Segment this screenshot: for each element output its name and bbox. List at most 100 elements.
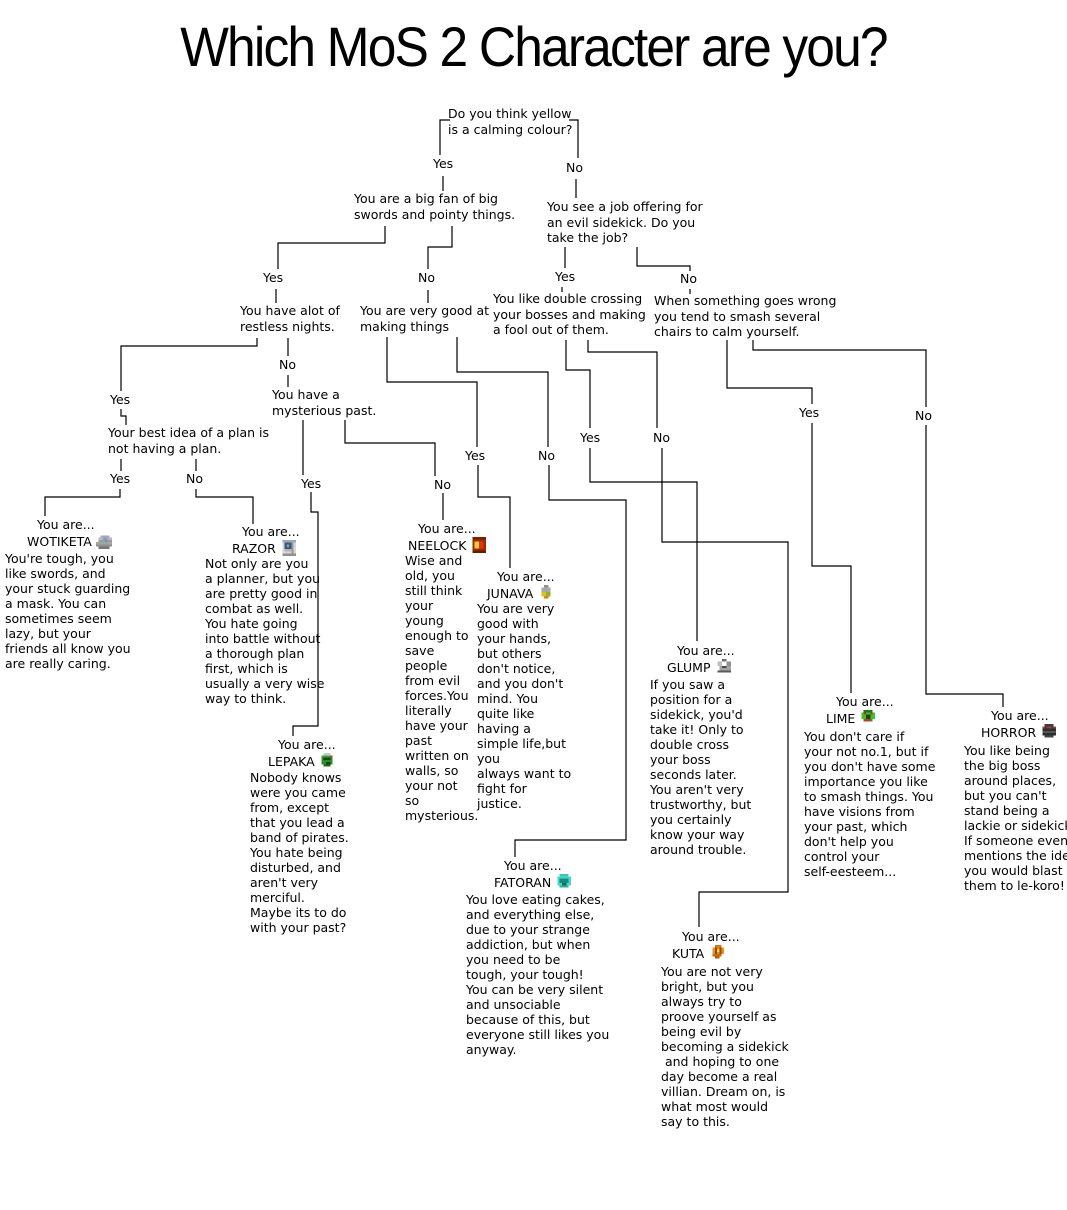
edge-job-no-top: [636, 247, 691, 271]
edge-restless-yes-top: [120, 338, 258, 391]
result-horror-prefix: You are...: [991, 708, 1049, 723]
result-kuta-description: You are not very bright, but you always …: [661, 964, 789, 1129]
result-lepaka-name: LEPAKA: [268, 753, 315, 769]
edge-swords-no-top: [427, 226, 453, 269]
result-lime-prefix: You are...: [836, 694, 894, 709]
branch-chairs-no: No: [915, 408, 932, 423]
green-pirate-icon: [320, 752, 333, 766]
branch-root-yes: Yes: [433, 156, 454, 171]
result-lime-description: You don't care if your not no.1, but if …: [804, 729, 936, 879]
result-glump-prefix: You are...: [677, 643, 735, 658]
result-fatoran-name: FATORAN: [494, 874, 552, 890]
edge-doublecross-no-top: [587, 340, 658, 428]
edge-chairs-yes-bottom: [811, 423, 852, 693]
green-head-icon: [861, 709, 876, 721]
result-horror-header: You are... HORROR: [981, 708, 1058, 742]
branch-job-no: No: [680, 271, 697, 286]
result-razor-name: RAZOR: [232, 540, 276, 556]
branch-restless-yes: Yes: [110, 392, 131, 407]
question-doublecross: You like double crossing your bosses and…: [493, 291, 646, 337]
branch-chairs-yes: Yes: [799, 405, 820, 420]
teal-mask-icon: [557, 873, 571, 887]
branch-doublecross-no: No: [653, 430, 670, 445]
result-neelock-description: Wise and old, you still think your young…: [405, 553, 479, 823]
edge-chairs-yes-top: [726, 340, 813, 404]
result-fatoran-prefix: You are...: [504, 858, 562, 873]
result-junava-prefix: You are...: [497, 569, 555, 584]
result-lime-header: You are... LIME: [826, 694, 894, 728]
result-glump-header: You are... GLUMP: [667, 643, 735, 677]
result-razor-prefix: You are...: [242, 524, 300, 539]
page-title: Which MoS 2 Character are you?: [180, 15, 888, 78]
result-wotiketa-description: You're tough, you like swords, and your …: [5, 551, 131, 671]
question-making: You are very good at making things: [360, 303, 490, 334]
result-neelock-header: You are... NEELOCK: [408, 521, 488, 555]
branch-root-no: No: [566, 160, 583, 175]
edge-making-yes-top: [386, 337, 478, 447]
edge-restless-yes-bottom: [120, 409, 127, 425]
question-plan: Your best idea of a plan is not having a…: [108, 425, 270, 456]
result-glump-description: If you saw a position for a sidekick, yo…: [650, 677, 752, 857]
machine-icon: [282, 539, 296, 556]
edge-making-no-top: [456, 337, 549, 447]
branch-restless-no: No: [279, 357, 296, 372]
edge-swords-yes-top: [277, 226, 386, 269]
result-lepaka-prefix: You are...: [278, 737, 336, 752]
result-lime-name: LIME: [826, 710, 856, 726]
result-lepaka-header: You are... LEPAKA: [268, 737, 337, 771]
result-lepaka-description: Nobody knows were you came from, except …: [250, 770, 349, 935]
branch-swords-no: No: [418, 270, 435, 285]
edge-chairs-no-bottom: [925, 425, 1004, 707]
edge-root-yes-top: [439, 119, 450, 155]
red-book-icon: [472, 536, 487, 553]
result-kuta-name: KUTA: [672, 945, 705, 961]
result-glump-name: GLUMP: [667, 659, 711, 675]
result-razor-description: Not only are you a planner, but you are …: [205, 556, 325, 706]
result-neelock-prefix: You are...: [418, 521, 476, 536]
result-fatoran-header: You are... FATORAN: [494, 858, 573, 892]
edge-making-yes-bottom: [477, 465, 511, 568]
stone-mask-icon: [95, 534, 112, 549]
question-past: You have a mysterious past.: [272, 387, 377, 418]
edge-plan-yes-bottom: [44, 489, 121, 516]
edge-making-no-bottom: [514, 465, 627, 857]
branch-past-yes: Yes: [301, 476, 322, 491]
question-root: Do you think yellow is a calming colour?: [448, 106, 573, 137]
edge-past-yes-bottom: [292, 492, 319, 736]
result-junava-header: You are... JUNAVA: [487, 569, 555, 603]
result-horror-description: You like being the big boss around place…: [964, 743, 1067, 893]
branch-doublecross-yes: Yes: [580, 430, 601, 445]
branch-past-no: No: [434, 477, 451, 492]
gray-crab-icon: [716, 658, 731, 672]
edge-doublecross-yes-top: [565, 340, 591, 428]
result-junava-description: You are very good with your hands, but o…: [477, 601, 572, 811]
result-wotiketa-header: You are... WOTIKETA: [27, 517, 114, 551]
dark-head-icon: [1042, 723, 1056, 737]
result-wotiketa-prefix: You are...: [37, 517, 95, 532]
edge-plan-no-bottom: [195, 489, 254, 524]
question-job: You see a job offering for an evil sidek…: [547, 199, 703, 245]
result-fatoran-description: You love eating cakes, and everything el…: [466, 892, 610, 1057]
orb-icon: [541, 584, 551, 598]
branch-job-yes: Yes: [555, 269, 576, 284]
branch-swords-yes: Yes: [263, 270, 284, 285]
edge-past-no-top: [344, 420, 436, 476]
branch-making-yes: Yes: [465, 448, 486, 463]
result-junava-name: JUNAVA: [487, 585, 534, 601]
result-kuta-prefix: You are...: [682, 929, 740, 944]
question-chairs: When something goes wrong you tend to sm…: [654, 293, 837, 339]
result-horror-name: HORROR: [981, 724, 1037, 740]
edge-doublecross-yes-bottom: [589, 448, 698, 641]
branch-plan-no: No: [186, 471, 203, 486]
edge-root-no-top: [569, 119, 579, 158]
result-neelock-name: NEELOCK: [408, 537, 467, 553]
edge-chairs-no-top: [752, 340, 927, 407]
orange-ball-icon: [712, 944, 724, 958]
edge-doublecross-no-bottom: [661, 448, 789, 927]
branch-making-no: No: [538, 448, 555, 463]
question-restless: You have alot of restless nights.: [240, 303, 340, 334]
branch-plan-yes: Yes: [110, 471, 131, 486]
result-wotiketa-name: WOTIKETA: [27, 533, 92, 549]
